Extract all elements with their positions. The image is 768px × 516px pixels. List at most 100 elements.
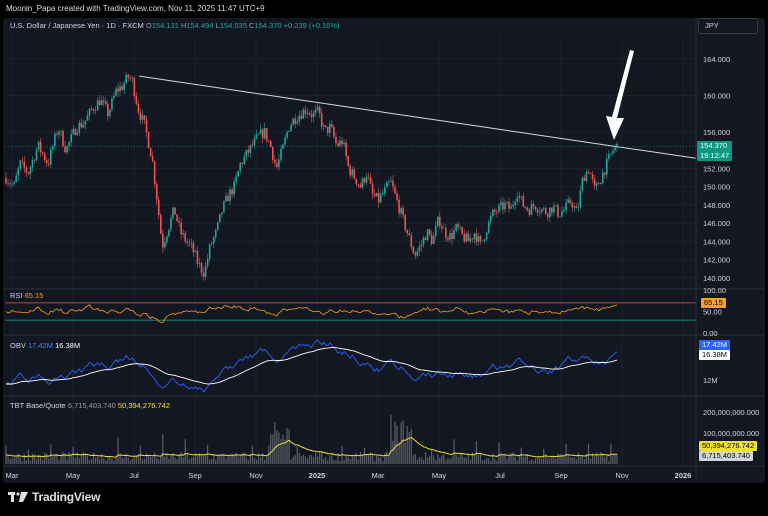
candle-body[interactable] [58, 131, 60, 135]
candle-body[interactable] [202, 272, 205, 277]
candle-body[interactable] [308, 112, 311, 115]
candle-body[interactable] [471, 238, 474, 240]
candle-body[interactable] [133, 77, 136, 97]
candle-body[interactable] [357, 184, 360, 185]
candle-body[interactable] [408, 233, 411, 236]
candle-body[interactable] [420, 244, 423, 247]
candle-body[interactable] [398, 199, 400, 214]
rsi-line[interactable] [5, 304, 618, 324]
candle-body[interactable] [585, 171, 588, 182]
candle-body[interactable] [504, 202, 506, 210]
candle-body[interactable] [329, 124, 331, 133]
candle-body[interactable] [371, 183, 374, 195]
obv-pane[interactable] [5, 339, 618, 393]
candle-body[interactable] [231, 189, 233, 195]
candle-body[interactable] [422, 237, 425, 245]
candle-body[interactable] [573, 206, 576, 208]
candle-body[interactable] [347, 156, 349, 166]
candle-body[interactable] [290, 124, 292, 131]
candle-body[interactable] [272, 147, 274, 160]
candle-body[interactable] [518, 196, 521, 198]
candle-body[interactable] [60, 131, 62, 132]
candle-body[interactable] [555, 205, 557, 206]
candle-body[interactable] [123, 83, 125, 90]
candle-body[interactable] [587, 171, 590, 174]
candle-body[interactable] [184, 233, 187, 242]
candle-body[interactable] [331, 124, 333, 127]
candle-body[interactable] [483, 239, 486, 241]
candle-body[interactable] [557, 205, 559, 217]
candle-body[interactable] [540, 209, 543, 213]
candle-body[interactable] [188, 242, 191, 244]
candle-body[interactable] [534, 206, 537, 210]
candle-body[interactable] [68, 142, 70, 147]
candle-body[interactable] [255, 134, 258, 139]
candle-body[interactable] [599, 183, 602, 185]
candle-body[interactable] [96, 100, 99, 111]
candle-body[interactable] [174, 207, 176, 215]
candle-body[interactable] [463, 234, 466, 242]
candle-body[interactable] [11, 183, 13, 185]
candle-body[interactable] [282, 144, 284, 150]
candle-body[interactable] [239, 163, 242, 171]
candle-body[interactable] [100, 100, 103, 106]
candle-body[interactable] [473, 233, 476, 240]
candle-body[interactable] [418, 246, 421, 251]
candle-body[interactable] [157, 199, 160, 215]
candle-body[interactable] [115, 88, 117, 96]
candle-body[interactable] [25, 167, 28, 173]
candle-body[interactable] [430, 234, 433, 245]
candle-body[interactable] [520, 196, 523, 197]
candle-body[interactable] [343, 142, 345, 145]
candle-body[interactable] [98, 100, 101, 106]
candle-body[interactable] [457, 224, 459, 228]
candle-body[interactable] [318, 106, 321, 114]
candle-body[interactable] [510, 206, 512, 209]
candle-body[interactable] [117, 88, 119, 92]
candle-body[interactable] [314, 109, 317, 113]
candle-body[interactable] [439, 216, 441, 227]
candle-body[interactable] [491, 209, 494, 217]
candle-body[interactable] [410, 235, 413, 248]
candle-body[interactable] [469, 238, 472, 242]
candle-body[interactable] [500, 202, 502, 206]
candle-body[interactable] [339, 140, 341, 146]
candle-body[interactable] [92, 109, 95, 111]
candle-body[interactable] [33, 160, 36, 161]
candle-body[interactable] [396, 193, 398, 200]
obv-line[interactable] [5, 339, 618, 393]
candle-body[interactable] [392, 180, 394, 187]
candle-body[interactable] [455, 224, 457, 231]
candle-body[interactable] [166, 236, 168, 243]
candle-body[interactable] [414, 253, 417, 256]
candle-body[interactable] [23, 161, 26, 168]
candle-body[interactable] [192, 242, 195, 253]
candle-body[interactable] [80, 122, 83, 128]
candle-body[interactable] [7, 183, 9, 184]
candle-body[interactable] [284, 137, 286, 145]
candle-body[interactable] [159, 214, 162, 234]
candle-body[interactable] [137, 103, 140, 113]
candle-body[interactable] [43, 153, 46, 161]
candle-body[interactable] [612, 150, 614, 154]
candle-body[interactable] [548, 207, 551, 218]
candle-body[interactable] [198, 263, 201, 264]
candle-body[interactable] [265, 127, 268, 141]
candle-body[interactable] [610, 153, 612, 155]
candle-body[interactable] [186, 241, 189, 243]
candle-body[interactable] [127, 74, 129, 78]
candle-body[interactable] [45, 160, 48, 164]
candle-body[interactable] [200, 263, 203, 273]
candle-body[interactable] [553, 205, 555, 213]
candle-body[interactable] [180, 222, 182, 235]
candle-body[interactable] [41, 152, 44, 154]
candle-body[interactable] [567, 199, 569, 203]
candle-body[interactable] [320, 113, 323, 127]
candle-body[interactable] [489, 216, 492, 222]
candle-body[interactable] [267, 140, 270, 142]
candle-body[interactable] [577, 207, 580, 209]
candle-body[interactable] [15, 175, 17, 183]
candle-body[interactable] [434, 225, 437, 237]
candle-body[interactable] [17, 168, 20, 176]
